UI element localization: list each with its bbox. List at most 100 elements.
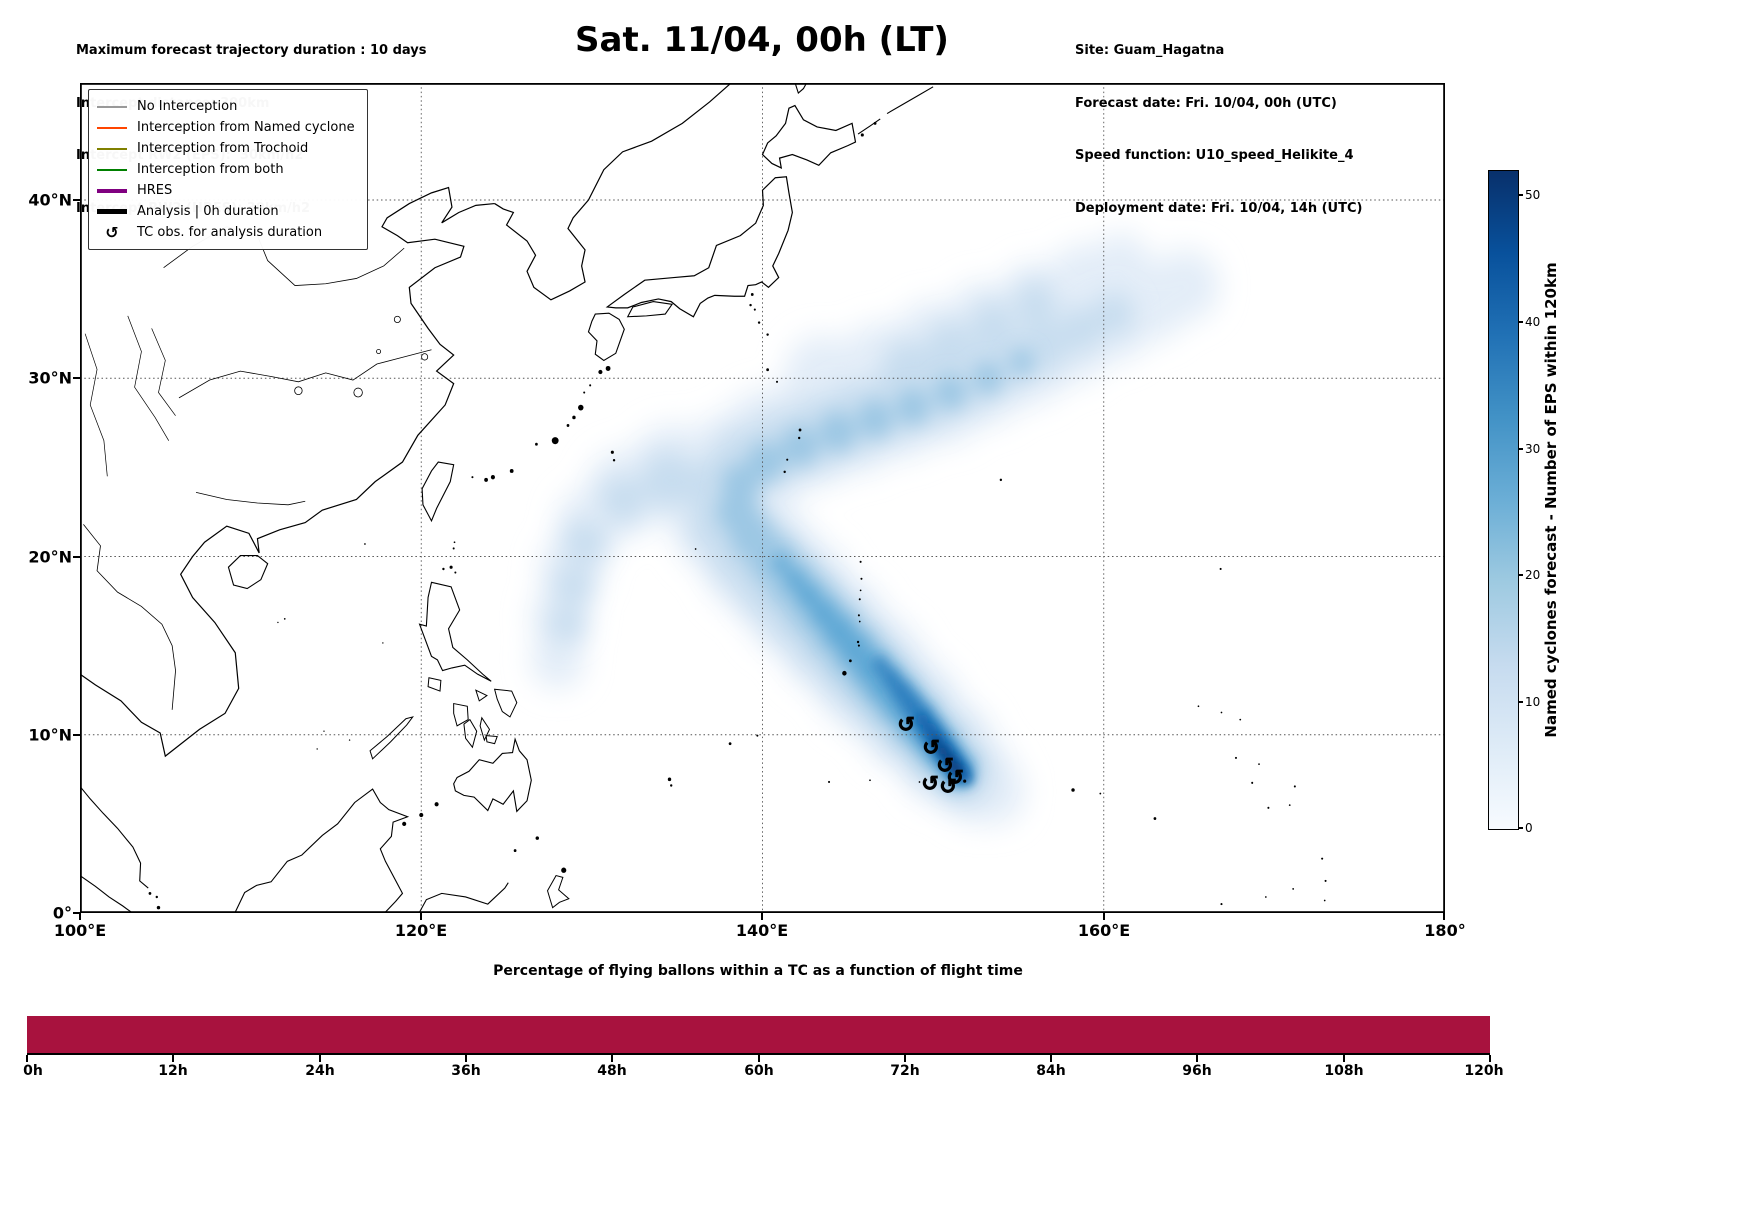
map-canvas (80, 83, 1445, 913)
y-axis-tick (73, 199, 80, 201)
site-line: Site: Guam_Hagatna (1075, 43, 1225, 58)
coastlines (80, 83, 933, 912)
legend-label: No Interception (137, 99, 238, 114)
line-swatch (97, 209, 127, 214)
map-legend: No Interception Interception from Named … (88, 89, 368, 250)
chart-title: Sat. 11/04, 00h (LT) (575, 20, 949, 60)
colorbar-tick (1518, 827, 1523, 829)
x-axis-tick (79, 913, 81, 920)
x-axis-tick (420, 913, 422, 920)
colorbar-tick-label: 20 (1525, 568, 1541, 582)
bottom-tick-label: 36h (451, 1063, 481, 1079)
colorbar-tick-label: 30 (1525, 442, 1541, 456)
legend-row: Analysis | 0h duration (97, 201, 355, 222)
x-tick-label: 160°E (1077, 921, 1131, 940)
tc-obs-icon: ↺ (105, 222, 119, 242)
bottom-axis-tick (1343, 1055, 1345, 1062)
line-swatch (97, 168, 127, 171)
y-tick-label: 40°N (28, 190, 72, 210)
x-axis-tick (1103, 913, 1105, 920)
bottom-chart-title: Percentage of flying ballons within a TC… (493, 963, 1023, 979)
site-line: Deployment date: Fri. 10/04, 14h (UTC) (1075, 200, 1363, 216)
legend-row: HRES (97, 180, 355, 201)
bottom-axis-tick (465, 1055, 467, 1062)
bottom-tick-label: 96h (1182, 1063, 1212, 1079)
bottom-tick-label: 108h (1324, 1063, 1364, 1079)
x-tick-label: 100°E (53, 921, 107, 940)
legend-label: Interception from Trochoid (137, 141, 309, 156)
y-tick-label: 0° (52, 903, 72, 923)
colorbar-tick (1518, 574, 1523, 576)
bottom-axis-tick (172, 1055, 174, 1062)
tc-obs-marker: ↺ (936, 753, 954, 778)
bottom-tick-label: 60h (744, 1063, 774, 1079)
colorbar-tick-label: 50 (1525, 188, 1541, 202)
legend-label: TC obs. for analysis duration (137, 225, 323, 240)
legend-row: Interception from both (97, 159, 355, 180)
line-swatch (97, 147, 127, 150)
bottom-tick-label: 120h (1464, 1063, 1504, 1079)
bottom-axis-tick (1196, 1055, 1198, 1062)
colorbar-tick (1518, 194, 1523, 196)
bottom-axis-tick (904, 1055, 906, 1062)
legend-label: Interception from Named cyclone (137, 120, 355, 135)
y-tick-label: 30°N (28, 368, 72, 388)
bottom-tick-label: 12h (158, 1063, 188, 1079)
line-swatch (97, 126, 127, 129)
bottom-tick-label: 48h (597, 1063, 627, 1079)
x-axis-tick (1443, 913, 1445, 920)
setting-line: Maximum forecast trajectory duration : 1… (76, 43, 427, 58)
bottom-axis-tick (611, 1055, 613, 1062)
bottom-tick-label: 0h (23, 1063, 43, 1079)
colorbar-tick (1518, 701, 1523, 703)
line-swatch (97, 105, 127, 108)
colorbar-tick-label: 40 (1525, 315, 1541, 329)
bottom-tick-label: 84h (1036, 1063, 1066, 1079)
colorbar-tick-label: 10 (1525, 695, 1541, 709)
bottom-tick-label: 24h (305, 1063, 335, 1079)
colorbar (1488, 170, 1519, 830)
legend-label: Interception from both (137, 162, 284, 177)
legend-row: No Interception (97, 96, 355, 117)
tc-obs-marker: ↺ (921, 771, 939, 796)
x-tick-label: 120°E (394, 921, 448, 940)
density-heatmap (530, 233, 1220, 824)
colorbar-tick (1518, 448, 1523, 450)
bottom-axis-tick (26, 1055, 28, 1062)
y-tick-label: 20°N (28, 547, 72, 567)
tc-obs-marker: ↺ (939, 774, 957, 799)
bottom-axis-tick (319, 1055, 321, 1062)
legend-row: Interception from Named cyclone (97, 117, 355, 138)
bottom-axis-tick (758, 1055, 760, 1062)
x-axis-tick (761, 913, 763, 920)
bottom-axis-tick (1489, 1055, 1491, 1062)
island-dots (148, 121, 1327, 910)
tc-obs-marker: ↺ (946, 765, 964, 790)
legend-row: ↺ TC obs. for analysis duration (97, 222, 355, 243)
colorbar-tick-label: 0 (1525, 821, 1533, 835)
balloon-percentage-bar (27, 1016, 1490, 1055)
colorbar-tick (1518, 321, 1523, 323)
colorbar-label: Named cyclones forecast - Number of EPS … (1542, 262, 1560, 738)
tc-obs-marker: ↺ (897, 712, 915, 737)
plot-frame (80, 83, 1445, 913)
x-tick-label: 140°E (735, 921, 789, 940)
tc-obs-marker: ↺ (922, 735, 940, 760)
map-panel: ↺ ↺ ↺ ↺ ↺ ↺ No Interception Interception… (80, 83, 1445, 913)
x-tick-label: 180° (1424, 921, 1466, 940)
y-axis-tick (73, 912, 80, 914)
y-axis-tick (73, 556, 80, 558)
gridlines (80, 83, 1445, 913)
bottom-axis-tick (1050, 1055, 1052, 1062)
site-line: Speed function: U10_speed_Helikite_4 (1075, 148, 1354, 163)
site-info-block: Site: Guam_Hagatna Forecast date: Fri. 1… (1075, 7, 1362, 252)
legend-row: Interception from Trochoid (97, 138, 355, 159)
legend-label: HRES (137, 183, 173, 198)
y-axis-tick (73, 377, 80, 379)
y-axis-tick (73, 734, 80, 736)
legend-label: Analysis | 0h duration (137, 204, 279, 219)
site-line: Forecast date: Fri. 10/04, 00h (UTC) (1075, 95, 1337, 111)
bottom-tick-label: 72h (890, 1063, 920, 1079)
y-tick-label: 10°N (28, 725, 72, 745)
